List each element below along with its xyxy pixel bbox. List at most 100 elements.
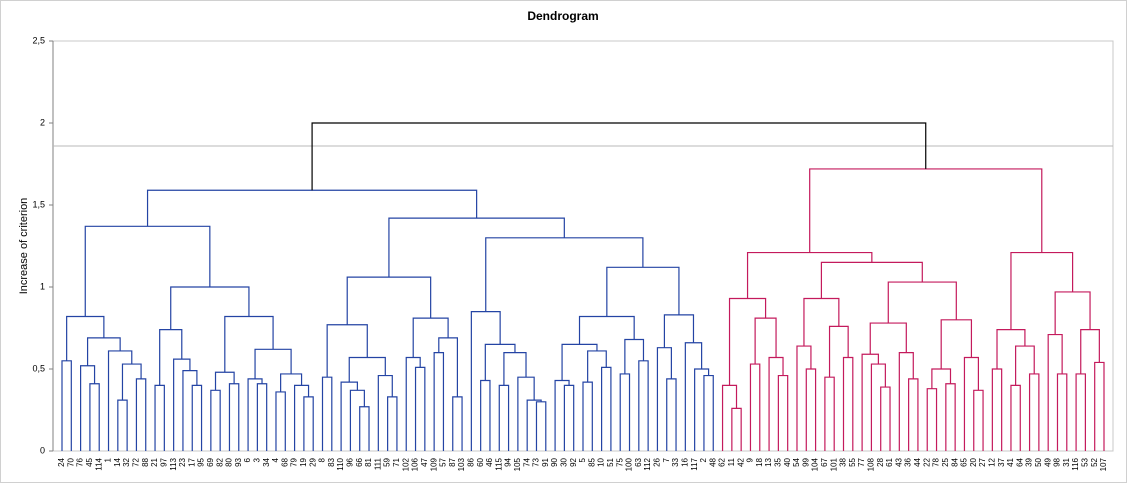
leaf-label: 85 [587,457,596,466]
leaf-label: 57 [439,457,448,466]
leaf-label: 22 [922,457,931,466]
leaf-label: 28 [876,457,885,466]
leaf-label: 48 [708,457,717,466]
leaf-label: 29 [308,457,317,466]
leaf-label: 103 [457,457,466,471]
leaf-label: 14 [113,457,122,466]
leaf-label: 117 [690,457,699,470]
leaf-label: 108 [867,457,876,471]
leaf-label: 31 [1062,457,1071,466]
leaf-label: 11 [727,457,736,466]
leaf-label: 61 [885,457,894,466]
leaf-label: 72 [132,457,141,466]
leaf-label: 87 [448,457,457,466]
leaf-label: 37 [997,457,1006,466]
leaf-label: 17 [187,457,196,466]
leaf-label: 76 [76,457,85,466]
leaf-label: 63 [634,457,643,466]
leaf-label: 38 [839,457,848,466]
y-axis-title: Increase of criterion [18,198,30,295]
leaf-label: 62 [718,457,727,466]
leaf-label: 83 [327,457,336,466]
y-tick-label: 1 [40,281,45,291]
leaf-label: 27 [978,457,987,466]
leaf-label: 10 [597,457,606,466]
leaf-label: 115 [494,457,503,470]
leaf-label: 111 [373,457,382,470]
leaf-label: 102 [401,457,410,471]
leaf-label: 71 [392,457,401,466]
leaf-label: 39 [1025,457,1034,466]
leaf-label: 40 [783,457,792,466]
leaf-label: 21 [150,457,159,466]
leaf-label: 67 [820,457,829,466]
leaf-label: 98 [1053,457,1062,466]
leaf-label: 53 [1081,457,1090,466]
leaf-label: 74 [522,457,531,466]
chart-title: Dendrogram [527,9,598,23]
leaf-label: 35 [773,457,782,466]
leaf-label: 8 [318,457,327,462]
leaf-label: 33 [671,457,680,466]
leaf-label: 54 [792,457,801,466]
leaf-label: 43 [894,457,903,466]
leaf-label: 100 [625,457,634,471]
leaf-label: 75 [615,457,624,466]
y-tick-label: 0,5 [32,363,45,373]
leaf-label: 78 [932,457,941,466]
leaf-label: 116 [1071,457,1080,470]
leaf-label: 106 [411,457,420,471]
leaf-label: 79 [290,457,299,466]
leaf-label: 50 [1034,457,1043,466]
leaf-label: 80 [225,457,234,466]
leaf-label: 18 [755,457,764,466]
leaf-label: 68 [280,457,289,466]
leaf-label: 69 [206,457,215,466]
leaf-label: 82 [215,457,224,466]
leaf-label: 6 [243,457,252,462]
leaf-label: 16 [680,457,689,466]
leaf-label: 77 [857,457,866,466]
leaf-label: 65 [960,457,969,466]
leaf-label: 45 [85,457,94,466]
leaf-label: 25 [941,457,950,466]
leaf-label: 19 [299,457,308,466]
leaf-label: 30 [560,457,569,466]
leaf-label: 66 [355,457,364,466]
y-tick-label: 0 [40,445,45,455]
leaf-label: 101 [829,457,838,471]
leaf-label: 26 [653,457,662,466]
leaf-label: 64 [1015,457,1024,466]
leaf-label: 105 [513,457,522,471]
leaf-label: 42 [736,457,745,466]
leaf-label: 1 [104,457,113,462]
leaf-label: 91 [541,457,550,466]
leaf-label: 5 [578,457,587,462]
leaf-label: 20 [969,457,978,466]
leaf-label: 36 [904,457,913,466]
leaf-label: 52 [1090,457,1099,466]
leaf-label: 60 [476,457,485,466]
leaf-label: 88 [141,457,150,466]
leaf-label: 113 [169,457,178,470]
leaf-label: 9 [746,457,755,462]
leaf-label: 13 [764,457,773,466]
leaf-label: 41 [1006,457,1015,466]
leaf-label: 95 [197,457,206,466]
leaf-label: 70 [66,457,75,466]
leaf-label: 44 [913,457,922,466]
leaf-label: 12 [987,457,996,466]
leaf-label: 73 [532,457,541,466]
y-tick-label: 1,5 [32,199,45,209]
leaf-label: 109 [429,457,438,471]
leaf-label: 4 [271,457,280,462]
y-tick-label: 2 [40,117,45,127]
leaf-label: 23 [178,457,187,466]
leaf-label: 97 [159,457,168,466]
leaf-label: 34 [262,457,271,466]
leaf-label: 47 [420,457,429,466]
leaf-label: 2 [699,457,708,462]
merge-link [311,122,927,191]
